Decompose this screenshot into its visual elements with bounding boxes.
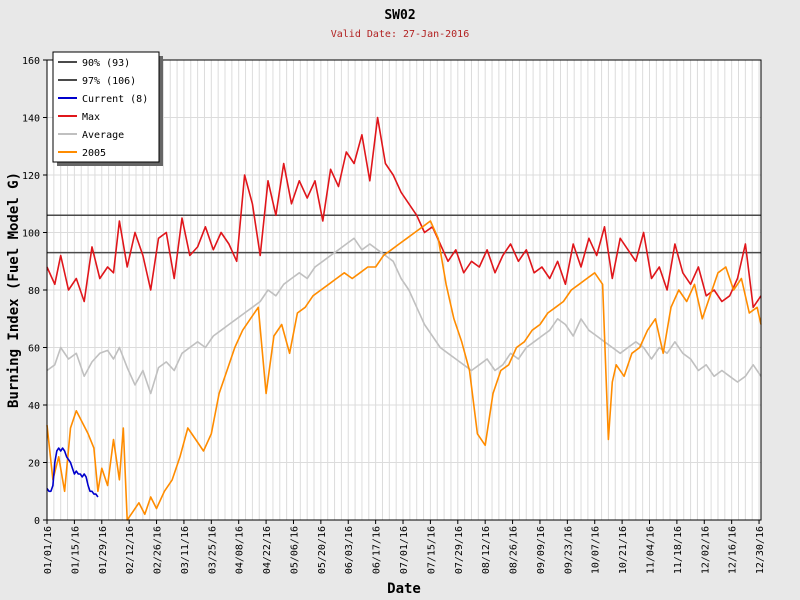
legend: 90% (93) 97% (106) Current (8) Max Average 20… (52, 51, 163, 166)
x-tick-label: 07/01/16 (399, 526, 410, 574)
y-tick-label: 20 (28, 459, 40, 470)
y-tick-label: 80 (28, 286, 40, 297)
series-line-max (46, 116, 762, 309)
x-axis-ticks: 01/01/16 01/15/16 01/29/16 02/12/16 02/26/16… (43, 520, 766, 574)
legend-label: Current (8) (82, 94, 148, 105)
x-tick-label: 11/18/16 (673, 526, 684, 574)
x-tick-label: 04/22/16 (262, 526, 273, 574)
x-tick-label: 01/29/16 (98, 526, 109, 574)
x-tick-label: 01/15/16 (70, 526, 81, 574)
y-tick-label: 0 (34, 516, 40, 527)
x-axis-label: Date (387, 581, 421, 597)
x-tick-label: 10/07/16 (591, 526, 602, 574)
x-tick-label: 04/08/16 (235, 526, 246, 574)
x-tick-label: 11/04/16 (645, 526, 656, 574)
x-tick-label: 08/12/16 (481, 526, 492, 574)
series-lines (46, 116, 762, 521)
legend-items: 90% (93) 97% (106) Current (8) Max Average 20… (58, 58, 148, 159)
x-tick-label: 01/01/16 (43, 526, 54, 574)
series-line-current-8 (46, 447, 99, 498)
x-tick-label: 02/12/16 (125, 526, 136, 574)
x-tick-label: 07/15/16 (426, 526, 437, 574)
y-tick-label: 60 (28, 344, 40, 355)
x-tick-label: 07/29/16 (454, 526, 465, 574)
x-tick-label: 08/26/16 (509, 526, 520, 574)
y-tick-label: 120 (22, 171, 40, 182)
x-tick-label: 09/09/16 (536, 526, 547, 574)
y-tick-label: 40 (28, 401, 40, 412)
chart-subtitle: Valid Date: 27-Jan-2016 (331, 29, 469, 40)
legend-label: Average (82, 130, 124, 141)
x-tick-label: 10/21/16 (618, 526, 629, 574)
legend-label: 90% (93) (82, 58, 130, 69)
x-tick-label: 12/16/16 (728, 526, 739, 574)
y-tick-label: 160 (22, 56, 40, 67)
x-tick-label: 06/17/16 (372, 526, 383, 574)
x-tick-label: 02/26/16 (153, 526, 164, 574)
x-tick-label: 09/23/16 (563, 526, 574, 574)
x-tick-label: 05/06/16 (289, 526, 300, 574)
threshold-lines (47, 214, 761, 254)
x-tick-label: 03/25/16 (207, 526, 218, 574)
x-tick-label: 03/11/16 (180, 526, 191, 574)
y-tick-label: 100 (22, 229, 40, 240)
x-tick-label: 05/20/16 (317, 526, 328, 574)
series-line-2005 (46, 220, 762, 521)
y-axis-label: Burning Index (Fuel Model G) (6, 172, 22, 408)
legend-label: 97% (106) (82, 76, 136, 87)
y-tick-label: 140 (22, 114, 40, 125)
x-tick-label: 12/30/16 (755, 526, 766, 574)
legend-label: Max (82, 112, 100, 123)
legend-label: 2005 (82, 148, 106, 159)
y-axis-ticks: 0 20 40 60 80 100 120 140 160 (22, 56, 47, 527)
legend-box (52, 51, 160, 163)
chart-title: SW02 (384, 8, 415, 23)
x-tick-label: 06/03/16 (344, 526, 355, 574)
x-tick-label: 12/02/16 (700, 526, 711, 574)
